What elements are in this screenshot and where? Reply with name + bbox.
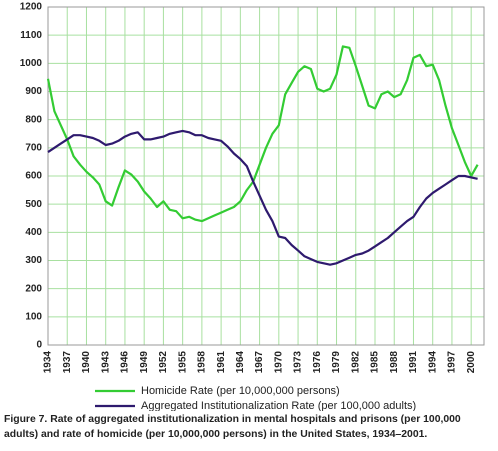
y-tick-label: 800 [25, 114, 42, 125]
x-tick-label: 1988 [389, 351, 400, 374]
x-tick-label: 1964 [235, 351, 246, 374]
legend-label: Aggregated Institutionalization Rate (pe… [141, 400, 416, 411]
x-tick-label: 1943 [100, 351, 111, 374]
x-tick-label: 1991 [408, 351, 419, 374]
x-tick-label: 1973 [293, 351, 304, 374]
x-tick-label: 1952 [158, 351, 169, 374]
series-line [47, 129, 478, 266]
y-tick-label: 900 [25, 86, 42, 97]
caption: Figure 7. Rate of aggregated institution… [4, 412, 494, 442]
x-tick-label: 1961 [216, 351, 227, 374]
x-tick-label: 1985 [370, 351, 381, 374]
caption-text: Rate of aggregated institutionalization … [4, 414, 461, 440]
series-line [46, 45, 479, 223]
x-tick-label: 1946 [120, 351, 131, 374]
legend-label: Homicide Rate (per 10,000,000 persons) [141, 385, 340, 397]
y-tick-label: 1000 [20, 58, 43, 69]
y-tick-label: 1200 [20, 2, 43, 13]
y-tick-label: 100 [25, 311, 42, 322]
x-tick-label: 1967 [254, 351, 265, 374]
x-tick-label: 1955 [177, 351, 188, 374]
x-tick-label: 1976 [312, 351, 323, 374]
y-tick-label: 500 [25, 199, 42, 210]
x-tick-label: 1982 [350, 351, 361, 374]
x-tick-label: 1949 [139, 351, 150, 374]
y-tick-label: 600 [25, 171, 42, 182]
y-tick-label: 1100 [20, 30, 42, 41]
y-tick-label: 400 [25, 227, 42, 238]
y-tick-label: 300 [25, 255, 42, 266]
chart: 0 100 200 300 400 500 600 700 800 900 1000 1100 1200… [20, 2, 485, 411]
y-tick-label: 200 [25, 283, 42, 294]
x-tick-label: 1979 [331, 351, 342, 374]
caption-label: Figure 7. [4, 414, 48, 425]
x-tick-label: 1970 [273, 351, 284, 374]
x-tick-label: 1934 [43, 351, 54, 374]
x-tick-label: 1997 [447, 351, 458, 374]
x-tick-label: 1940 [81, 351, 92, 374]
plot-frame [47, 6, 485, 346]
x-tick-label: 2000 [466, 351, 477, 374]
x-tick-label: 1937 [62, 351, 73, 374]
x-tick-label: 1958 [197, 351, 208, 374]
y-tick-label: 700 [25, 142, 42, 153]
y-tick-label: 0 [36, 340, 42, 351]
x-tick-label: 1994 [427, 351, 438, 374]
